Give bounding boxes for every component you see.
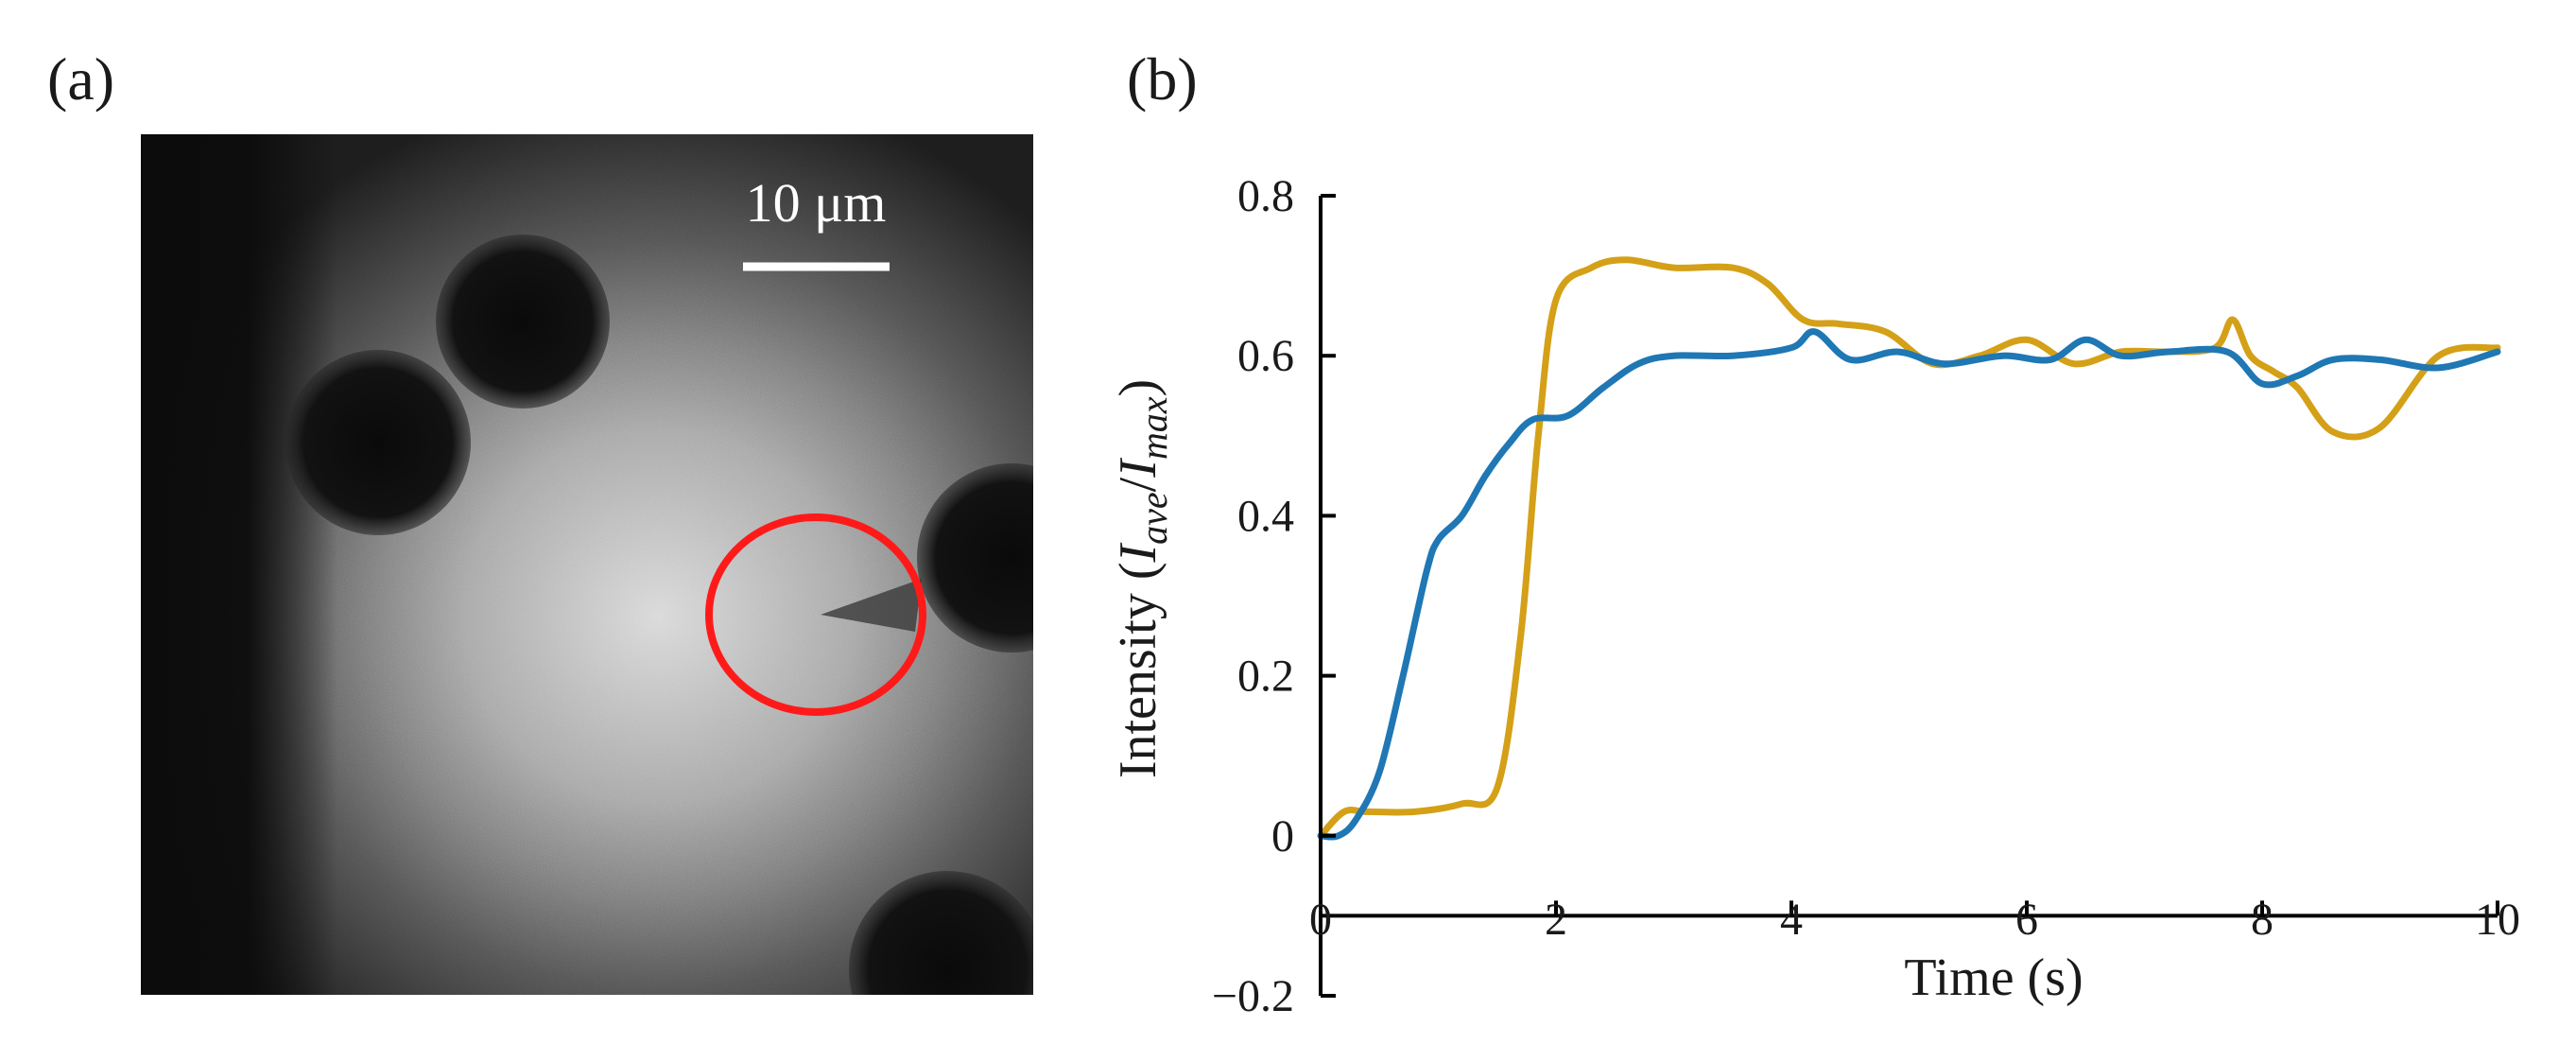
x-axis-title: Time (s)	[1904, 948, 2083, 1007]
panel-a-label: (a)	[47, 45, 114, 113]
x-tick-label: 4	[1780, 895, 1803, 945]
series-line-gold	[1317, 256, 2501, 840]
cell-1	[436, 235, 610, 409]
x-tick-label: 0	[1309, 895, 1332, 945]
x-tick-label: 6	[2015, 895, 2038, 945]
cell-2	[285, 350, 471, 535]
x-tick-label: 8	[2251, 895, 2273, 945]
intensity-chart: 0.8 0.6 0.4 0.2 0 −0.2 0 2 4 6 8 10 Time (s) Intens…	[1109, 171, 2520, 1021]
y-tick-label: 0.6	[1237, 331, 1294, 381]
series-layer	[1317, 256, 2501, 841]
cell-4	[849, 871, 1033, 995]
x-tick-label: 2	[1545, 895, 1567, 945]
axes-layer	[1319, 194, 2499, 998]
panel-b-label: (b)	[1127, 45, 1198, 113]
y-tick-label: 0.2	[1237, 652, 1294, 702]
x-tick-label: 10	[2475, 895, 2520, 945]
highlight-ellipse	[705, 513, 926, 716]
y-tick-label: 0.4	[1237, 491, 1294, 541]
microscopy-image	[141, 134, 1033, 995]
y-tick-label: −0.2	[1212, 971, 1294, 1021]
y-tick-label: 0.8	[1237, 171, 1294, 221]
y-axis-title: Intensity (Iave/Imax)	[1109, 379, 1175, 778]
series-line-blue	[1317, 328, 2501, 841]
scale-bar-label: 10 μm	[746, 172, 887, 234]
cell-3	[917, 463, 1033, 652]
y-tick-label: 0	[1271, 811, 1294, 861]
tick-labels: 0.8 0.6 0.4 0.2 0 −0.2 0 2 4 6 8 10	[1212, 171, 2520, 1021]
micro-structure	[821, 579, 922, 632]
